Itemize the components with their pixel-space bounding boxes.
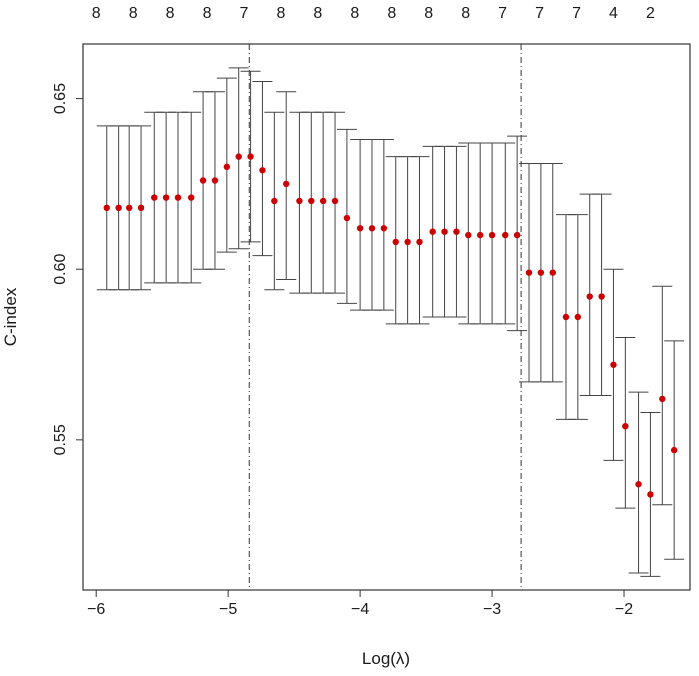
top-axis-label: 8 [350, 5, 359, 22]
x-tick-label: −6 [87, 601, 105, 618]
data-point [659, 395, 666, 403]
data-point [296, 197, 303, 205]
data-point [151, 194, 158, 201]
data-point [162, 194, 170, 201]
data-point [670, 446, 678, 454]
data-point [103, 204, 110, 211]
data-point [502, 231, 509, 239]
data-point [137, 204, 145, 211]
data-point [416, 238, 423, 246]
data-point [404, 238, 411, 246]
y-tick-label: 0.65 [52, 83, 69, 114]
x-tick-label: −5 [219, 601, 237, 618]
data-point [635, 481, 642, 488]
data-point [465, 231, 472, 239]
data-point [174, 194, 182, 201]
data-point [441, 228, 448, 235]
data-point [562, 313, 570, 321]
data-point [429, 228, 436, 235]
data-point [622, 423, 629, 430]
data-point [525, 269, 533, 276]
data-point [259, 167, 266, 174]
data-point [188, 194, 195, 201]
x-axis-label: Log(λ) [362, 649, 410, 668]
top-axis-label: 7 [240, 5, 249, 22]
data-point [537, 269, 545, 276]
top-axis-label: 8 [313, 5, 322, 22]
data-point [308, 197, 315, 205]
data-point [574, 313, 582, 321]
data-point [125, 204, 133, 211]
data-point [356, 225, 364, 232]
data-point [586, 293, 593, 300]
top-axis-label: 7 [572, 5, 581, 22]
data-point [319, 197, 327, 205]
top-axis-label: 2 [646, 5, 655, 22]
top-axis-label: 7 [535, 5, 544, 22]
top-axis-label: 8 [166, 5, 175, 22]
y-tick-label: 0.60 [52, 254, 69, 285]
x-tick-label: −2 [615, 601, 633, 618]
data-point [598, 293, 605, 300]
data-point [647, 491, 654, 498]
data-point [115, 204, 122, 211]
top-axis-label: 8 [203, 5, 212, 22]
plot-frame [82, 43, 691, 591]
top-axis-label: 8 [424, 5, 433, 22]
top-axis-label: 8 [92, 5, 101, 22]
data-point [392, 238, 399, 246]
data-point [211, 177, 219, 184]
data-point [235, 153, 242, 160]
top-axis-label: 4 [609, 5, 618, 22]
y-axis-label: C-index [1, 287, 20, 346]
top-axis-label: 7 [498, 5, 507, 22]
x-tick-label: −4 [351, 601, 369, 618]
data-point [368, 225, 376, 232]
data-point [513, 231, 521, 239]
data-point [610, 361, 617, 368]
data-point [331, 197, 339, 205]
top-axis-label: 8 [276, 5, 285, 22]
x-tick-label: −3 [483, 601, 501, 618]
data-point [199, 177, 207, 184]
data-point [476, 231, 484, 239]
data-point [343, 214, 351, 222]
y-tick-label: 0.55 [52, 424, 69, 455]
top-axis-label: 8 [461, 5, 470, 22]
data-point [283, 180, 290, 188]
data-point [247, 153, 254, 160]
top-axis-label: 8 [387, 5, 396, 22]
data-point [453, 228, 460, 235]
data-point [488, 231, 496, 239]
plot-layer: −6 −5 −4 −3 −2 0.55 0.60 0.65 8 8 8 8 7 8 8 8 8 8 8 7 7 7 4 2 [52, 5, 685, 618]
data-point [380, 225, 388, 232]
data-point [271, 197, 278, 205]
data-point [223, 163, 231, 171]
top-axis-label: 8 [129, 5, 138, 22]
data-point [549, 269, 556, 276]
